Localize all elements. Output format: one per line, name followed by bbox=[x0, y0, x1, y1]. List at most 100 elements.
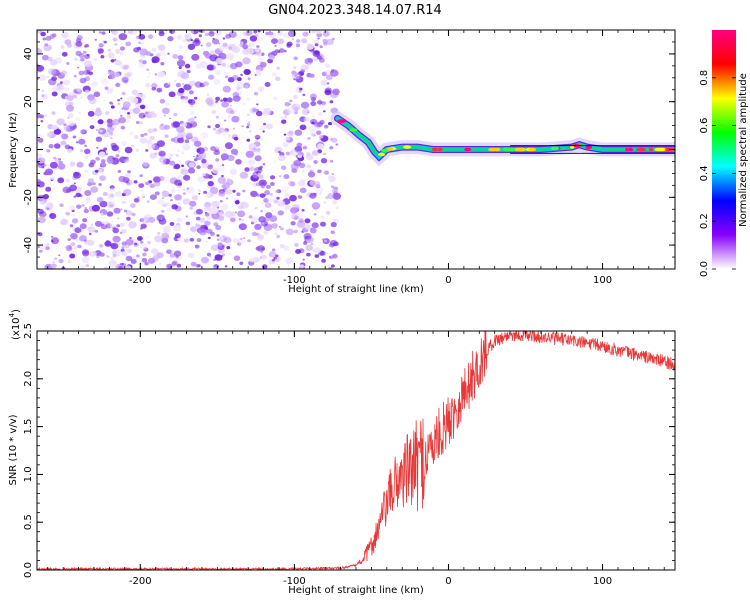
noise-speckle bbox=[73, 74, 77, 78]
noise-speckle bbox=[223, 119, 227, 122]
noise-speckle bbox=[216, 102, 219, 105]
noise-speckle bbox=[245, 30, 253, 36]
noise-speckle bbox=[152, 82, 157, 87]
noise-speckle bbox=[274, 45, 277, 47]
noise-speckle bbox=[57, 163, 66, 170]
noise-speckle bbox=[102, 192, 108, 196]
noise-speckle bbox=[224, 265, 228, 268]
noise-speckle bbox=[230, 148, 239, 155]
noise-speckle bbox=[110, 187, 116, 193]
noise-speckle bbox=[323, 41, 328, 46]
noise-speckle bbox=[69, 161, 76, 167]
noise-speckle bbox=[261, 202, 264, 205]
noise-speckle bbox=[260, 251, 264, 254]
noise-speckle bbox=[160, 218, 163, 221]
noise-speckle bbox=[117, 217, 120, 220]
noise-speckle bbox=[302, 124, 305, 127]
noise-speckle bbox=[121, 246, 125, 249]
noise-speckle bbox=[45, 186, 52, 192]
noise-speckle bbox=[330, 230, 335, 234]
noise-speckle bbox=[197, 176, 205, 183]
noise-speckle bbox=[221, 149, 226, 153]
noise-speckle bbox=[222, 97, 228, 102]
noise-speckle bbox=[147, 241, 151, 245]
y-tick-label: 0 bbox=[23, 146, 34, 152]
noise-speckle bbox=[200, 132, 209, 140]
noise-speckle bbox=[238, 205, 243, 210]
noise-speckle bbox=[159, 156, 167, 164]
noise-speckle bbox=[162, 107, 170, 115]
noise-speckle bbox=[312, 114, 316, 118]
noise-speckle bbox=[181, 97, 188, 104]
noise-speckle bbox=[120, 30, 124, 33]
noise-speckle bbox=[294, 129, 303, 136]
noise-speckle bbox=[314, 254, 319, 258]
noise-speckle bbox=[199, 61, 208, 68]
noise-speckle bbox=[141, 257, 148, 263]
noise-speckle bbox=[106, 126, 114, 133]
noise-speckle bbox=[329, 100, 334, 104]
noise-speckle bbox=[318, 134, 324, 139]
noise-speckle bbox=[124, 158, 130, 163]
noise-speckle bbox=[108, 134, 112, 138]
noise-speckle bbox=[327, 264, 331, 267]
noise-speckle bbox=[98, 244, 104, 248]
noise-speckle bbox=[133, 197, 140, 203]
noise-speckle bbox=[323, 239, 328, 243]
noise-speckle bbox=[309, 169, 312, 172]
noise-speckle bbox=[290, 181, 296, 187]
noise-speckle bbox=[73, 182, 76, 185]
noise-speckle bbox=[285, 228, 294, 236]
noise-speckle bbox=[279, 175, 282, 178]
noise-speckle bbox=[124, 244, 130, 249]
noise-speckle bbox=[254, 166, 263, 174]
noise-speckle bbox=[115, 48, 121, 53]
noise-speckle bbox=[145, 111, 149, 115]
noise-speckle bbox=[173, 163, 181, 170]
noise-speckle bbox=[238, 238, 246, 245]
noise-speckle bbox=[46, 149, 51, 153]
noise-speckle bbox=[182, 198, 191, 205]
noise-speckle bbox=[278, 150, 281, 154]
noise-speckle bbox=[317, 169, 322, 174]
noise-speckle bbox=[149, 183, 155, 189]
noise-speckle bbox=[246, 125, 250, 129]
noise-speckle bbox=[144, 261, 149, 266]
noise-speckle bbox=[157, 44, 166, 51]
noise-speckle bbox=[319, 119, 325, 125]
noise-speckle bbox=[177, 202, 181, 205]
noise-speckle bbox=[120, 114, 123, 117]
noise-speckle bbox=[208, 31, 215, 37]
noise-speckle bbox=[220, 99, 224, 102]
noise-speckle bbox=[311, 150, 319, 156]
noise-speckle bbox=[328, 175, 332, 179]
noise-speckle bbox=[193, 158, 198, 162]
noise-speckle bbox=[120, 97, 123, 100]
noise-speckle bbox=[217, 176, 226, 184]
noise-speckle bbox=[225, 33, 232, 39]
noise-speckle bbox=[64, 144, 71, 150]
noise-speckle bbox=[48, 68, 56, 75]
noise-speckle bbox=[253, 72, 256, 74]
signal-track bbox=[330, 111, 675, 167]
noise-speckle bbox=[225, 197, 229, 200]
noise-speckle bbox=[67, 238, 71, 241]
noise-speckle bbox=[120, 125, 126, 130]
noise-speckle bbox=[214, 69, 221, 75]
y-tick-label: -20 bbox=[23, 189, 34, 205]
noise-speckle bbox=[176, 75, 179, 78]
noise-speckle bbox=[84, 156, 89, 160]
track-hotspot bbox=[509, 147, 516, 152]
noise-speckle bbox=[253, 91, 259, 96]
noise-speckle bbox=[73, 94, 77, 99]
noise-speckle bbox=[277, 200, 286, 207]
noise-speckle bbox=[73, 195, 77, 198]
noise-speckle bbox=[231, 75, 239, 81]
noise-speckle bbox=[135, 148, 140, 152]
noise-speckle bbox=[311, 202, 321, 210]
colorbar-label: Normalized spectral amplitude bbox=[738, 73, 749, 227]
noise-speckle bbox=[261, 221, 265, 225]
noise-speckle bbox=[240, 73, 243, 76]
noise-speckle bbox=[332, 88, 340, 96]
